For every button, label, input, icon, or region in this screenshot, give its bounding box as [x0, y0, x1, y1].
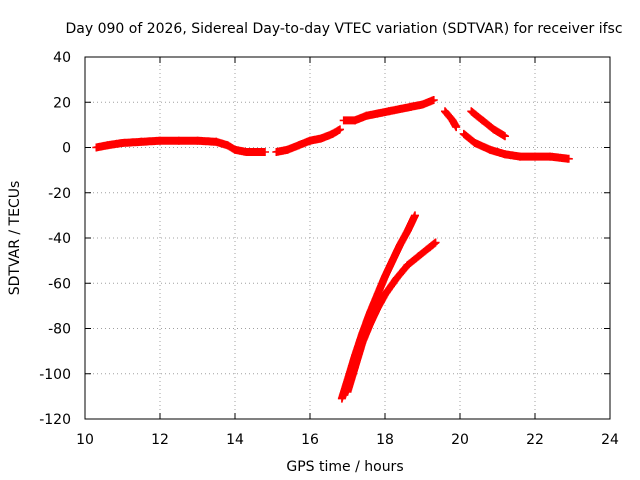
y-axis-label: SDTVAR / TECUs [7, 181, 23, 296]
series-satellite-pass-6 [467, 107, 509, 141]
y-tick-label: -20 [48, 186, 71, 202]
y-tick-label: 0 [62, 141, 71, 157]
series-satellite-pass-8 [343, 238, 440, 396]
x-tick-label: 14 [226, 432, 244, 448]
data-point-markers [403, 211, 419, 236]
data-points [92, 96, 573, 403]
y-tick-label: -60 [48, 276, 71, 292]
data-point-markers [426, 238, 440, 252]
data-point-markers [242, 148, 269, 156]
x-tick-label: 18 [376, 432, 394, 448]
x-axis-label: GPS time / hours [286, 459, 403, 475]
data-point-markers [448, 116, 461, 132]
x-tick-label: 20 [451, 432, 469, 448]
axis-ticks: 10 12 14 16 18 20 22 24 -120 -100 -80 -60 -40 -20 0 20 4… [39, 50, 619, 448]
y-tick-label: -100 [39, 367, 71, 383]
series-satellite-pass-4 [441, 107, 461, 132]
y-tick-label: 20 [53, 95, 71, 111]
grid-lines [85, 57, 610, 419]
x-tick-label: 12 [151, 432, 169, 448]
data-point-markers [328, 125, 344, 138]
x-tick-label: 16 [301, 432, 319, 448]
series-satellite-pass-3 [339, 96, 438, 125]
data-point-markers [489, 125, 509, 141]
x-tick-label: 22 [526, 432, 544, 448]
y-tick-label: -120 [39, 412, 71, 428]
y-tick-label: 40 [53, 50, 71, 66]
x-tick-label: 10 [76, 432, 94, 448]
chart-title: Day 090 of 2026, Sidereal Day-to-day VTE… [65, 21, 622, 37]
y-tick-label: -80 [48, 322, 71, 338]
series-satellite-pass-1 [92, 136, 269, 156]
series-satellite-pass-2 [272, 125, 344, 156]
plot-frame [84, 56, 611, 420]
x-tick-label: 24 [601, 432, 619, 448]
y-tick-label: -40 [48, 231, 71, 247]
series-satellite-pass-5 [459, 129, 573, 163]
data-point-markers [546, 152, 573, 163]
data-point-markers [418, 96, 438, 109]
